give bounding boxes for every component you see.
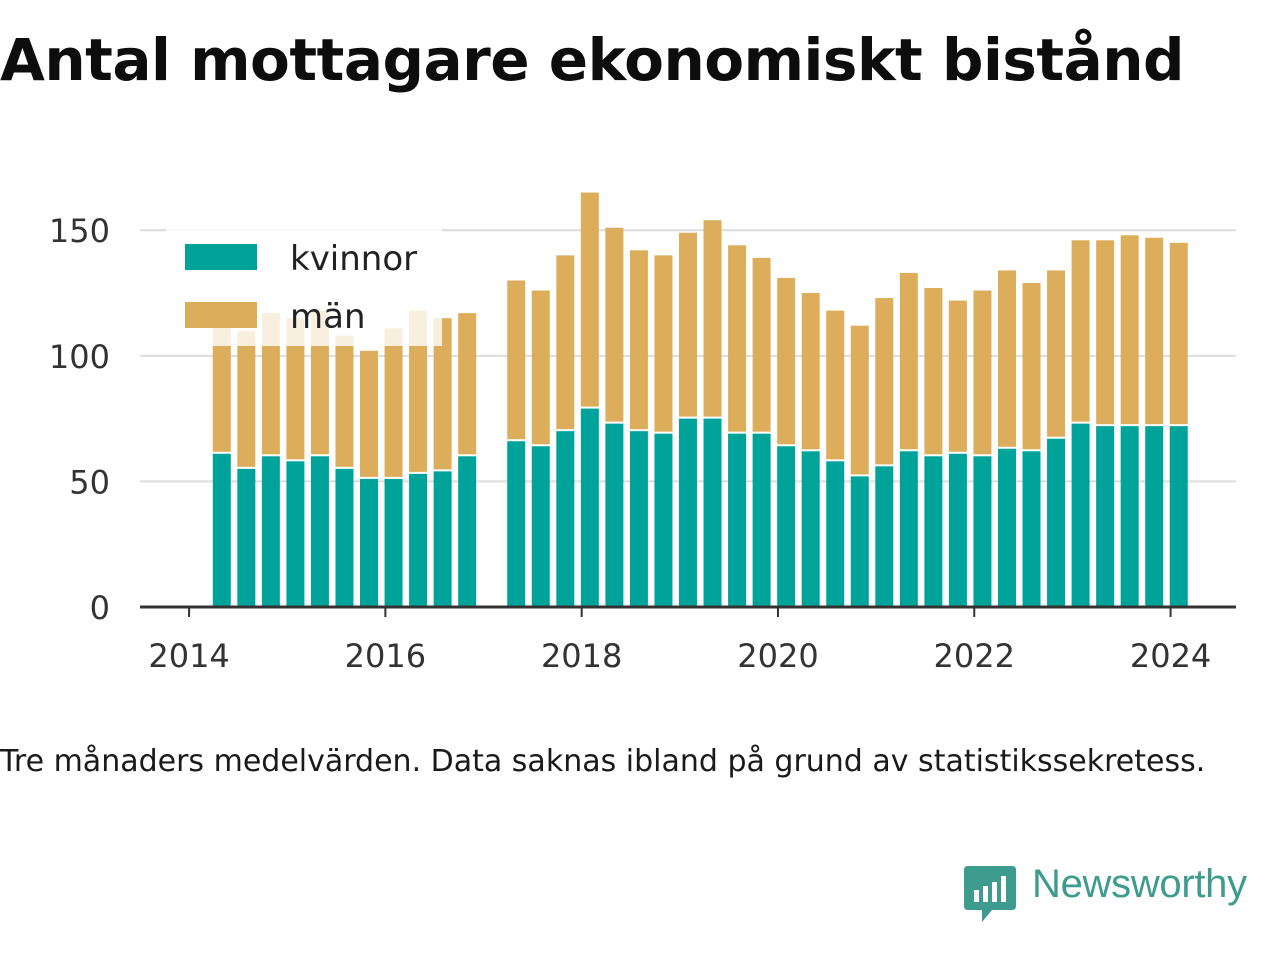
y-tick-label: 0 (90, 589, 110, 627)
newsworthy-logo-icon[interactable] (962, 862, 1022, 926)
bar-kvinnor (212, 453, 231, 607)
bar-kvinnor (261, 456, 280, 607)
bar-kvinnor (409, 473, 428, 607)
bar-kvinnor (629, 431, 648, 607)
bar-man (703, 220, 722, 417)
bar-man (679, 232, 697, 417)
bar-kvinnor (458, 456, 477, 607)
bar-kvinnor (1071, 423, 1090, 607)
bar-man (458, 313, 477, 455)
bar-kvinnor (531, 446, 550, 607)
bar-man (433, 318, 452, 470)
axes: 0 50 100 150 2014 2016 2018 2020 2022 2024 (49, 212, 1236, 675)
footnote: Tre månaders medelvärden. Data saknas ib… (0, 744, 1206, 779)
bar-kvinnor (507, 441, 526, 607)
bar-man (605, 227, 624, 422)
x-tick-label: 2024 (1130, 637, 1211, 675)
bar-kvinnor (433, 471, 452, 607)
bar-kvinnor (1096, 426, 1115, 607)
bar-kvinnor (237, 468, 256, 607)
legend-swatch (185, 302, 257, 328)
bar-kvinnor (654, 433, 673, 607)
bar-kvinnor (777, 446, 796, 607)
legend-label: män (290, 297, 366, 337)
y-tick-label: 50 (69, 463, 110, 501)
bar-kvinnor (948, 453, 967, 607)
bar-man (556, 255, 575, 430)
bar-kvinnor (1145, 426, 1164, 607)
bar-man (261, 313, 280, 455)
bar-man (1022, 282, 1041, 450)
bar-kvinnor (1120, 426, 1139, 607)
y-tick-label: 150 (49, 212, 110, 250)
y-tick-label: 100 (49, 338, 110, 376)
bar-man (1120, 235, 1139, 425)
bar-man (752, 257, 771, 432)
bar-man (997, 270, 1016, 447)
bar-man (335, 335, 354, 467)
bar-kvinnor (703, 418, 722, 607)
x-tick-label: 2016 (345, 637, 426, 675)
bar-kvinnor (1047, 438, 1066, 607)
x-tick-label: 2022 (934, 637, 1015, 675)
bar-kvinnor (826, 461, 845, 607)
x-tick-label: 2014 (148, 637, 229, 675)
bar-man (899, 272, 918, 450)
bar-man (924, 288, 943, 455)
bar-man (777, 277, 796, 445)
bar-kvinnor (1022, 451, 1041, 607)
bar-kvinnor (335, 468, 354, 607)
bar-kvinnor (850, 476, 869, 607)
bar-man (237, 330, 256, 467)
brand-name[interactable]: Newsworthy (1032, 862, 1247, 906)
bar-man (1047, 270, 1066, 437)
bar-kvinnor (384, 478, 403, 607)
bar-man (1071, 240, 1090, 422)
bar-man (531, 290, 550, 445)
bar-man (973, 290, 992, 455)
bar-kvinnor (899, 451, 918, 607)
legend-swatch (185, 244, 257, 270)
x-tick-label: 2020 (737, 637, 818, 675)
bar-man (1145, 237, 1164, 425)
bars (212, 192, 1188, 607)
legend: kvinnor män (166, 228, 442, 346)
bar-kvinnor (924, 456, 943, 607)
bar-man (728, 245, 747, 432)
bar-kvinnor (556, 431, 575, 607)
bar-kvinnor (875, 466, 894, 607)
bar-man (875, 298, 894, 465)
bar-man (1169, 242, 1188, 425)
bar-man (384, 328, 403, 477)
bar-man (507, 280, 526, 440)
bar-man (850, 325, 869, 475)
bar-kvinnor (679, 418, 697, 607)
bar-kvinnor (580, 408, 599, 607)
bar-kvinnor (286, 461, 305, 607)
chart-title: Antal mottagare ekonomiskt bistånd (0, 26, 1185, 94)
bar-man (360, 350, 379, 477)
stacked-bar-chart: 0 50 100 150 2014 2016 2018 2020 2022 2024 kvinno… (49, 192, 1236, 675)
bar-kvinnor (728, 433, 747, 607)
bar-man (629, 250, 648, 430)
bar-kvinnor (752, 433, 771, 607)
bar-man (826, 310, 845, 460)
bar-man (948, 300, 967, 452)
bar-kvinnor (360, 478, 379, 607)
bar-man (310, 310, 329, 455)
bar-kvinnor (310, 456, 329, 607)
x-tick-label: 2018 (541, 637, 622, 675)
bar-man (409, 310, 428, 472)
bar-kvinnor (605, 423, 624, 607)
bar-kvinnor (801, 451, 820, 607)
bar-man (801, 293, 820, 450)
bar-kvinnor (997, 448, 1016, 607)
bar-man (580, 192, 599, 407)
bar-man (654, 255, 673, 432)
bar-kvinnor (1169, 426, 1188, 607)
bar-man (286, 318, 305, 460)
bar-kvinnor (973, 456, 992, 607)
legend-label: kvinnor (290, 239, 417, 279)
bar-man (1096, 240, 1115, 425)
